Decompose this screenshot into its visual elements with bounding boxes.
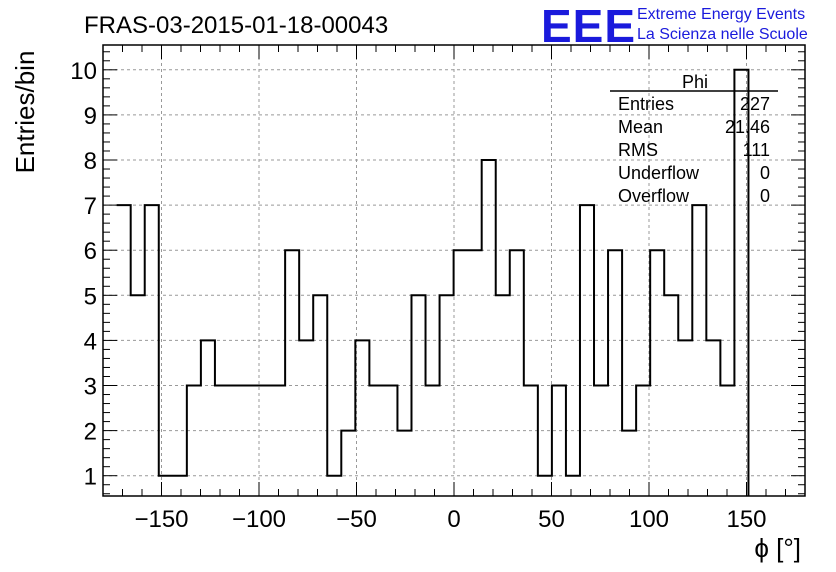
histogram-bin xyxy=(313,295,327,496)
plot-frame xyxy=(102,44,806,497)
logo-subtitle-line2: La Scienza nelle Scuole xyxy=(637,26,808,43)
stats-box: Phi Entries 227 Mean 21.46 RMS 111 Underflow 0 O… xyxy=(610,72,778,206)
logo-subtitle-line1: Extreme Energy Events xyxy=(637,6,805,23)
y-tick-label: 8 xyxy=(84,148,97,175)
histogram-bin xyxy=(299,340,313,496)
histogram-bin xyxy=(622,431,636,496)
y-tick-label: 10 xyxy=(70,58,97,85)
histogram-bin xyxy=(327,476,341,496)
histogram-bin xyxy=(383,386,397,496)
x-tick-label: 150 xyxy=(726,506,766,533)
histogram-bin xyxy=(608,250,622,496)
histogram-bin xyxy=(552,386,566,496)
stats-row-value: 0 xyxy=(760,186,770,206)
x-axis-label: ϕ [°] xyxy=(754,533,801,563)
histogram-bin xyxy=(257,386,271,496)
x-tick-label: −150 xyxy=(134,506,188,533)
histogram-bin xyxy=(566,476,580,496)
histogram-bin xyxy=(538,476,552,496)
histogram-series-line xyxy=(116,68,750,496)
axis-ticks xyxy=(102,45,806,496)
histogram-bin xyxy=(692,205,706,496)
histogram-bin xyxy=(145,205,159,496)
histogram-bin xyxy=(243,386,257,496)
histogram-bin xyxy=(369,386,383,496)
histogram-bin xyxy=(454,250,468,496)
histogram-bin xyxy=(664,295,678,496)
stats-row-value: 111 xyxy=(743,140,770,160)
histogram-bin xyxy=(706,340,720,496)
histogram-bin xyxy=(594,386,608,496)
y-tick-label: 2 xyxy=(84,419,97,446)
stats-row-label: Underflow xyxy=(618,163,700,183)
histogram-bin xyxy=(355,340,369,496)
eee-logo: EEE xyxy=(541,0,636,52)
x-tick-label: −100 xyxy=(232,506,286,533)
histogram-bin xyxy=(482,160,496,496)
stats-row-label: Mean xyxy=(618,117,663,137)
x-tick-label: 50 xyxy=(538,506,565,533)
histogram-bin xyxy=(229,386,243,496)
stats-row-value: 0 xyxy=(760,163,770,183)
histogram-bin xyxy=(271,386,285,496)
histogram-bin xyxy=(201,340,215,496)
y-tick-label: 6 xyxy=(84,238,97,265)
histogram-bin xyxy=(187,386,201,496)
stats-title: Phi xyxy=(682,72,708,92)
stats-row-value: 21.46 xyxy=(725,117,770,137)
histogram-bin xyxy=(173,476,187,496)
histogram-bin xyxy=(285,250,299,496)
histogram-bin xyxy=(468,250,482,496)
histogram-bin xyxy=(720,386,734,496)
stats-row-label: RMS xyxy=(618,140,658,160)
y-tick-label: 4 xyxy=(84,328,97,355)
x-tick-label: 0 xyxy=(447,506,460,533)
histogram-bin xyxy=(440,295,454,496)
x-tick-label: 100 xyxy=(629,506,669,533)
histogram-bin xyxy=(426,386,440,496)
histogram-bin xyxy=(580,205,594,496)
chart-title: FRAS-03-2015-01-18-00043 xyxy=(84,12,388,39)
tick-labels: −150 −100 −50 0 50 100 150 1 2 3 4 5 6 7 8 9 10 xyxy=(70,58,766,533)
histogram-bin xyxy=(215,386,229,496)
stats-row-value: 227 xyxy=(740,94,770,114)
x-tick-label: −50 xyxy=(336,506,377,533)
histogram-bin xyxy=(131,295,145,496)
histogram-bin xyxy=(159,476,173,496)
histogram-bin xyxy=(678,340,692,496)
stats-row-label: Overflow xyxy=(618,186,690,206)
stats-rows: Entries 227 Mean 21.46 RMS 111 Underflow 0 Overf… xyxy=(618,94,770,206)
histogram-bin xyxy=(524,386,538,496)
y-tick-label: 5 xyxy=(84,283,97,310)
y-tick-label: 7 xyxy=(84,193,97,220)
y-tick-label: 1 xyxy=(84,464,97,491)
histogram-bin xyxy=(510,250,524,496)
y-tick-label: 3 xyxy=(84,374,97,401)
histogram-bin xyxy=(117,205,131,496)
histogram-bin xyxy=(341,431,355,496)
histogram-bin xyxy=(636,386,650,496)
histogram-bin xyxy=(397,431,411,496)
histogram-bin xyxy=(650,250,664,496)
y-tick-label: 9 xyxy=(84,103,97,130)
stats-row-label: Entries xyxy=(618,94,674,114)
y-axis-label: Entries/bin xyxy=(10,51,40,174)
histogram-bin xyxy=(411,295,425,496)
histogram-bin xyxy=(496,295,510,496)
